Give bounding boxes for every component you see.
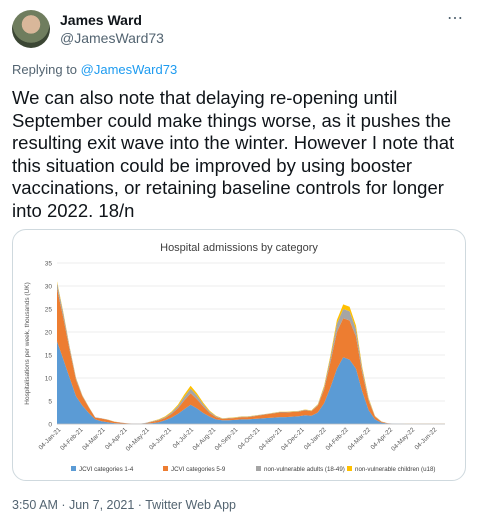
legend-label-4: non-vulnerable children (u18): [355, 466, 436, 473]
y-tick-label: 30: [45, 284, 53, 291]
legend-swatch-3: [256, 466, 261, 471]
legend-swatch-4: [347, 466, 352, 471]
replying-to-label: Replying to: [12, 62, 81, 77]
x-tick-label: 04-Sep-21: [214, 426, 240, 452]
area-series-1: [57, 341, 445, 424]
chart-title: Hospital admissions by category: [160, 242, 318, 254]
tweet-footer: 3:50 AM · Jun 7, 2021 · Twitter Web App: [12, 498, 236, 512]
reply-handle-link[interactable]: @JamesWard73: [80, 62, 178, 77]
legend-swatch-1: [71, 466, 76, 471]
x-tick-label: 04-May-21: [125, 426, 152, 453]
tweet-time[interactable]: 3:50 AM: [12, 498, 58, 512]
y-axis-label: Hospitalisations per week, thousands (UK…: [24, 282, 31, 404]
area-series-2: [57, 288, 445, 424]
y-tick-label: 35: [45, 261, 53, 268]
area-series-3: [57, 282, 445, 424]
x-tick-label: 04-Mar-22: [347, 426, 373, 452]
legend-swatch-2: [163, 466, 168, 471]
y-tick-label: 15: [45, 353, 53, 360]
legend-label-2: JCVI categories 5-9: [171, 466, 226, 473]
avatar[interactable]: [12, 10, 50, 48]
x-tick-label: 04-May-22: [390, 426, 417, 453]
replying-to: Replying to @JamesWard73: [12, 62, 177, 77]
more-options-icon[interactable]: ⋯: [447, 10, 464, 27]
footer-sep: ·: [57, 498, 69, 512]
legend-label-3: non-vulnerable adults (18-49): [264, 466, 345, 473]
admissions-chart: Hospital admissions by category Hospitali…: [24, 242, 445, 473]
y-tick-label: 20: [45, 330, 53, 337]
x-tick-label: 04-Mar-21: [81, 426, 107, 452]
y-tick-label: 5: [48, 399, 52, 406]
x-tick-label: 04-Jun-22: [413, 426, 438, 451]
chart-image[interactable]: Hospital admissions by category Hospitali…: [12, 229, 466, 481]
x-tick-label: 04-Dec-21: [280, 426, 306, 452]
y-tick-label: 0: [48, 422, 52, 429]
legend-label-1: JCVI categories 1-4: [79, 466, 134, 473]
area-series-4: [57, 281, 445, 424]
y-tick-label: 10: [45, 376, 53, 383]
tweet-date[interactable]: Jun 7, 2021: [68, 498, 135, 512]
y-tick-label: 25: [45, 307, 53, 314]
tweet-text: We can also note that delaying re-openin…: [12, 87, 455, 221]
footer-sep-2: ·: [134, 498, 146, 512]
author-handle[interactable]: @JamesWard73: [60, 30, 164, 46]
x-tick-label: 04-Jun-21: [148, 426, 173, 451]
author-name[interactable]: James Ward: [60, 12, 142, 28]
tweet-source-app[interactable]: Twitter Web App: [145, 498, 237, 512]
